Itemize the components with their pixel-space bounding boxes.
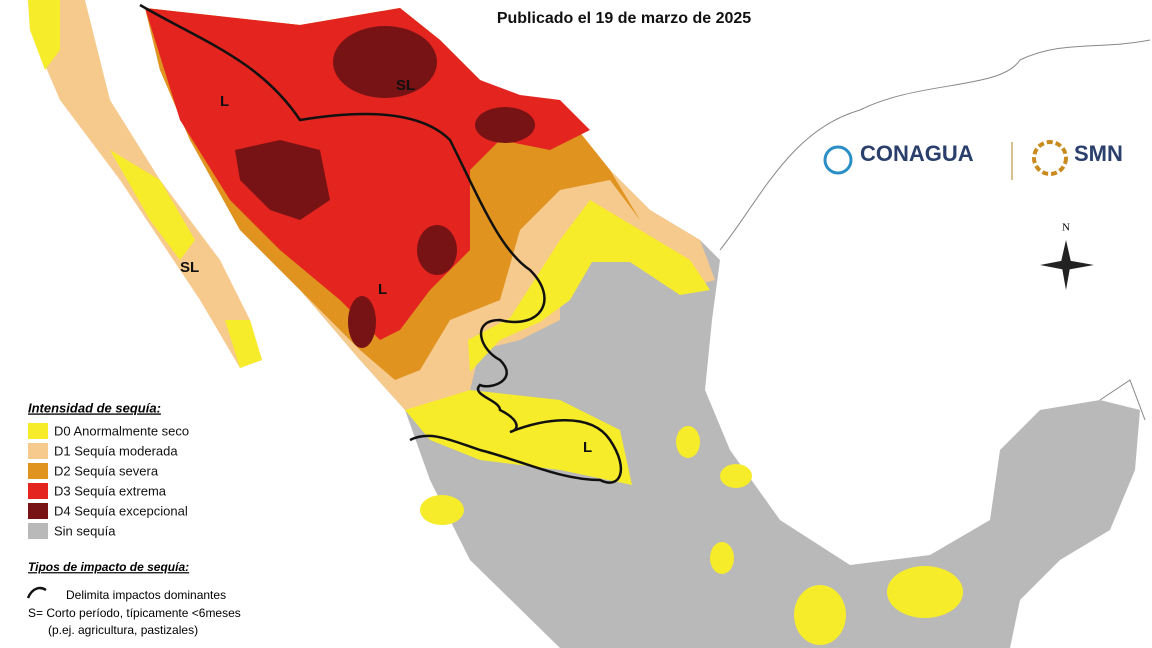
d0-area (468, 200, 710, 372)
d4-area (333, 26, 437, 98)
d0-area (225, 320, 262, 368)
d0-area (28, 0, 60, 70)
impact-title: Tipos de impacto de sequía: (28, 560, 189, 574)
d0-area (887, 566, 963, 618)
legend-swatch (28, 483, 48, 499)
legend-label: D0 Anormalmente seco (54, 423, 189, 438)
map-label: L (583, 439, 592, 456)
subtitle: Publicado el 19 de marzo de 2025 (497, 10, 751, 27)
map-label: L (220, 93, 229, 110)
d4-area (348, 296, 376, 348)
legend-swatch (28, 503, 48, 519)
legend-label: D3 Sequía extrema (54, 483, 167, 498)
map-label: SL (396, 77, 415, 94)
legend-label: D4 Sequía excepcional (54, 503, 188, 518)
d0-area (794, 585, 846, 645)
d0-area (676, 426, 700, 458)
d4-area (417, 225, 457, 275)
conagua-icon (823, 145, 853, 175)
legend-swatch (28, 423, 48, 439)
d0-area (110, 150, 195, 260)
legend-title: Intensidad de sequía: (28, 400, 161, 415)
d0-area (710, 542, 734, 574)
legend-label: D2 Sequía severa (54, 463, 159, 478)
impact-short: S= Corto período, típicamente <6meses (28, 606, 241, 620)
d4-area (475, 107, 535, 143)
legend-label: D1 Sequía moderada (54, 443, 178, 458)
smn-icon (1032, 140, 1068, 176)
legend-swatch (28, 443, 48, 459)
d3-area (145, 8, 590, 340)
d0-area (405, 390, 632, 485)
legend-label: Sin sequía (54, 523, 116, 538)
map-label: L (378, 281, 387, 298)
compass (1040, 240, 1094, 290)
smn-logo: SMN (1074, 141, 1123, 166)
impact-boundary (139, 3, 622, 484)
d0-area (720, 464, 752, 488)
legend: Intensidad de sequía: D0 Anormalmente se… (28, 400, 189, 539)
d4-area (235, 140, 330, 220)
legend-swatch (28, 463, 48, 479)
d0-area (420, 495, 464, 525)
conagua-logo: CONAGUA (860, 141, 974, 166)
legend-swatch (28, 523, 48, 539)
impact-boundary-label: Delimita impactos dominantes (66, 588, 226, 602)
map-label: SL (180, 259, 199, 276)
impact-short-example: (p.ej. agricultura, pastizales) (48, 623, 198, 637)
compass-north: N (1062, 222, 1070, 234)
boundary-icon (26, 586, 47, 599)
